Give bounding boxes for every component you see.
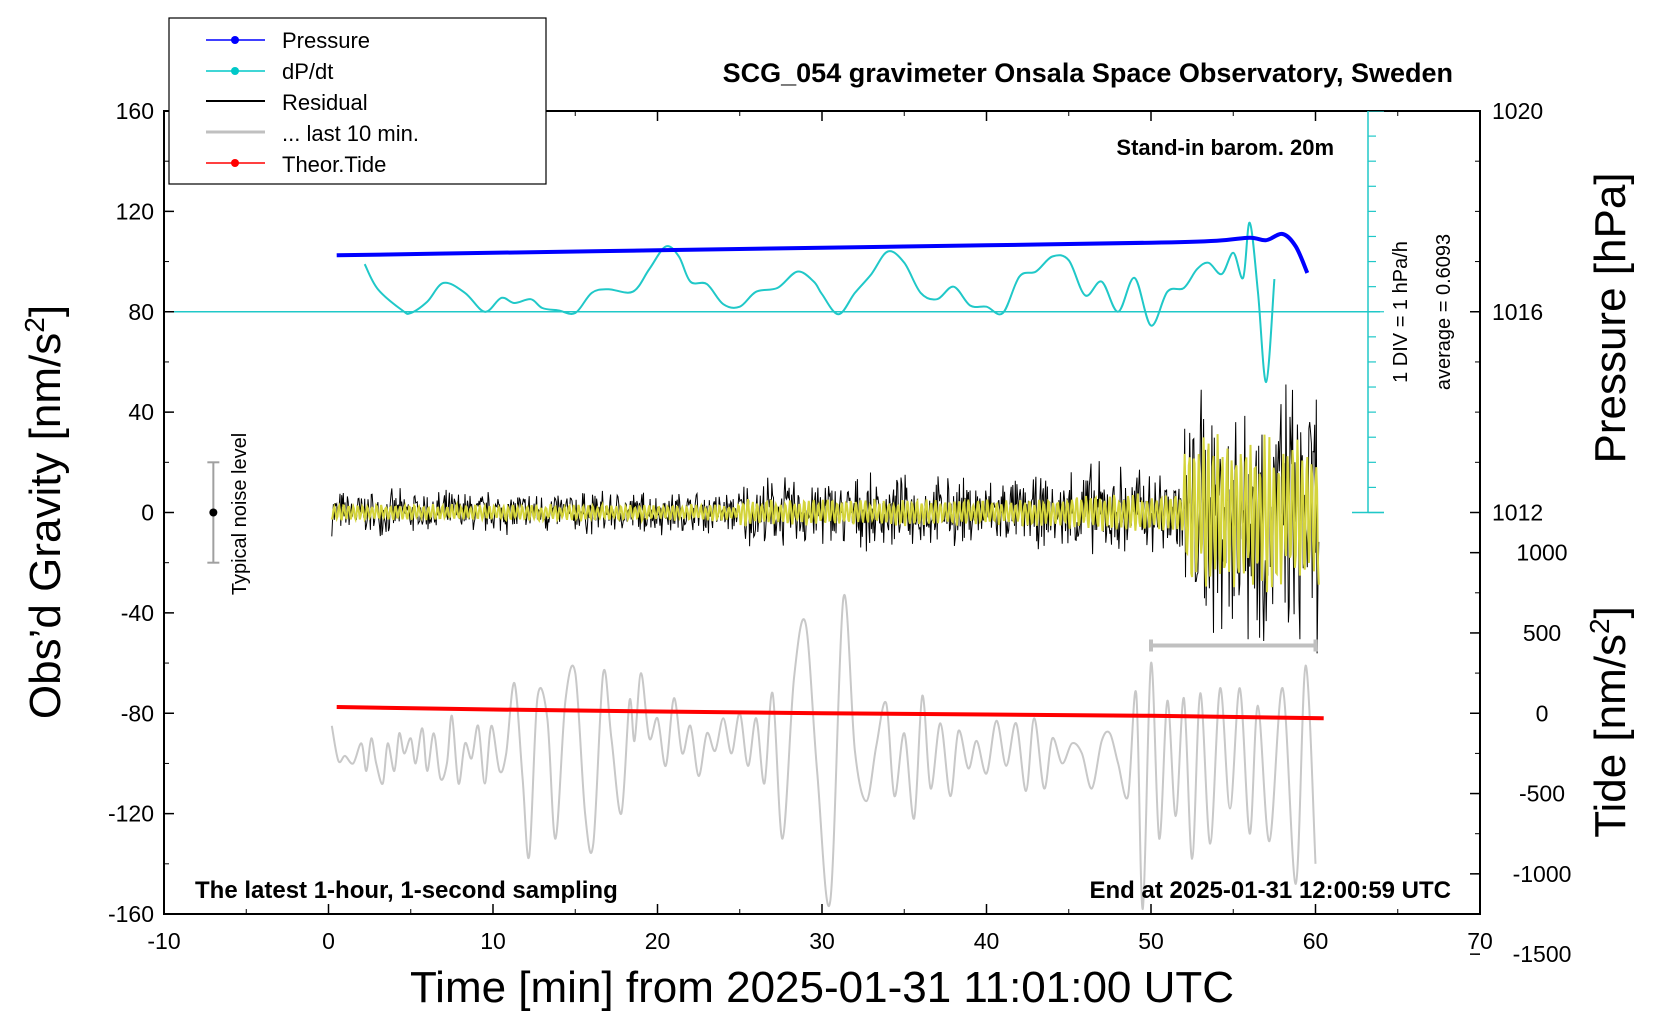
latest-hour-note: The latest 1-hour, 1-second sampling bbox=[195, 877, 618, 904]
x-axis: -10 0 10 20 30 40 50 60 70 bbox=[147, 111, 1493, 954]
x-tick-label: 40 bbox=[974, 928, 1000, 954]
legend-pressure-label: Pressure bbox=[282, 28, 370, 53]
legend-pressure-dot bbox=[231, 36, 239, 44]
x-tick-label: 30 bbox=[809, 928, 835, 954]
pressure-series bbox=[336, 231, 1310, 274]
y-tick-label: 40 bbox=[128, 399, 154, 425]
legend: Pressure dP/dt Residual ... last 10 min.… bbox=[168, 17, 547, 185]
overlay-marks bbox=[207, 461, 1318, 652]
x-tick-label: 0 bbox=[322, 928, 335, 954]
last-10-min-line bbox=[330, 593, 1317, 911]
chart-title: SCG_054 gravimeter Onsala Space Observat… bbox=[723, 58, 1453, 88]
average-label: average = 0.6093 bbox=[1433, 234, 1455, 390]
pressure-tick-label: 1012 bbox=[1492, 500, 1543, 526]
y-axis-tide: -1500 -1000 -500 0 500 1000 bbox=[1470, 540, 1572, 967]
tide-line bbox=[336, 705, 1324, 721]
x-tick-label: 20 bbox=[645, 928, 671, 954]
dpdt-series bbox=[164, 111, 1384, 514]
x-tick-label: 60 bbox=[1303, 928, 1329, 954]
pressure-tick-label: 1016 bbox=[1492, 299, 1543, 325]
dpdt-line bbox=[363, 221, 1276, 384]
filtered-residual-line bbox=[330, 434, 1320, 593]
x-tick-label: 10 bbox=[480, 928, 506, 954]
y-tick-label: -160 bbox=[108, 901, 154, 927]
residual-series bbox=[331, 384, 1320, 654]
x-tick-label: 70 bbox=[1467, 928, 1493, 954]
y-tick-label: 0 bbox=[141, 500, 154, 526]
residual-line bbox=[331, 384, 1320, 654]
y-tick-label: -80 bbox=[121, 700, 154, 726]
y-axis-left: -160 -120 -80 -40 0 40 80 120 160 bbox=[108, 98, 174, 927]
y-tick-label: -120 bbox=[108, 801, 154, 827]
x-tick-label: 50 bbox=[1138, 928, 1164, 954]
legend-tide-label: Theor.Tide bbox=[282, 152, 386, 177]
legend-last10-label: ... last 10 min. bbox=[282, 121, 419, 146]
tide-tick-label: -1500 bbox=[1513, 941, 1572, 967]
y-axis-label: Obs’d Gravity [nm/s2] bbox=[19, 305, 70, 719]
noise-dot bbox=[209, 508, 218, 517]
tide-tick-label: 0 bbox=[1536, 700, 1549, 726]
tide-axis-label: Tide [nm/s2] bbox=[1584, 606, 1635, 838]
legend-tide-dot bbox=[231, 159, 239, 167]
y-tick-label: 120 bbox=[116, 198, 154, 224]
legend-dpdt-dot bbox=[231, 67, 239, 75]
tide-series bbox=[336, 705, 1324, 721]
last-10-min-series bbox=[330, 593, 1317, 911]
pressure-tick-label: 1020 bbox=[1492, 98, 1543, 124]
y-tick-label: 80 bbox=[128, 299, 154, 325]
end-time-note: End at 2025-01-31 12:00:59 UTC bbox=[1090, 877, 1452, 904]
tide-tick-label: -500 bbox=[1519, 781, 1565, 807]
tide-tick-label: -1000 bbox=[1513, 861, 1572, 887]
y-tick-label: -40 bbox=[121, 600, 154, 626]
pressure-line bbox=[336, 231, 1310, 274]
x-axis-label: Time [min] from 2025-01-31 11:01:00 UTC bbox=[410, 963, 1234, 1012]
tide-tick-label: 500 bbox=[1523, 620, 1561, 646]
barometer-note: Stand-in barom. 20m bbox=[1116, 135, 1334, 160]
x-tick-label: -10 bbox=[147, 928, 180, 954]
div-scale-label: 1 DIV = 1 hPa/h bbox=[1390, 241, 1412, 383]
noise-level-label: Typical noise level bbox=[229, 433, 251, 595]
tide-tick-label: 1000 bbox=[1516, 540, 1567, 566]
legend-residual-label: Residual bbox=[282, 90, 368, 115]
y-axis-pressure: 1012 1016 1020 bbox=[1470, 98, 1543, 526]
filtered-residual-series bbox=[330, 434, 1320, 593]
legend-dpdt-label: dP/dt bbox=[282, 59, 333, 84]
y-tick-label: 160 bbox=[116, 98, 154, 124]
pressure-axis-label: Pressure [hPa] bbox=[1586, 172, 1635, 463]
